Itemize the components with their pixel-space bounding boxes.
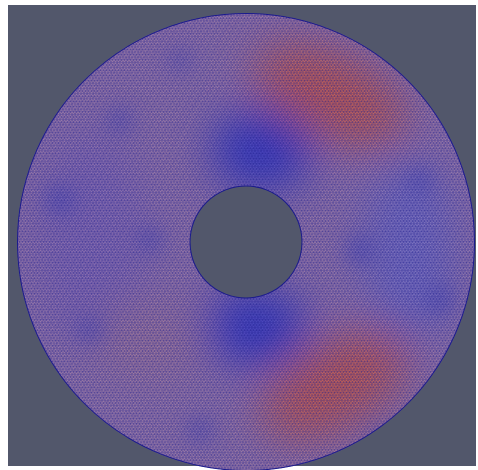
inner-hole <box>189 185 303 299</box>
outer-boundary <box>17 13 475 470</box>
